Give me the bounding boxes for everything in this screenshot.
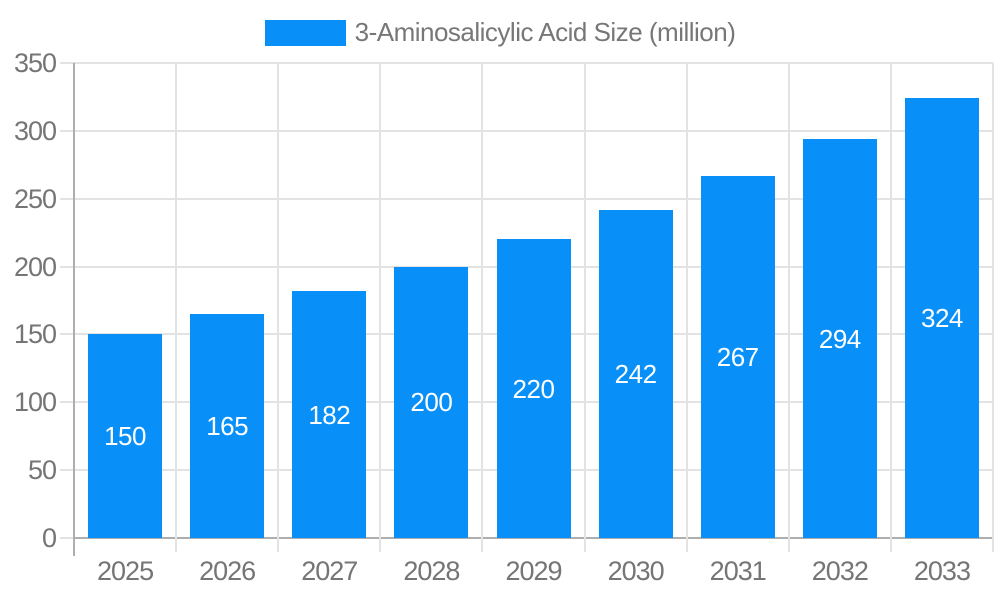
bar xyxy=(394,266,469,538)
x-axis-tick xyxy=(379,538,382,552)
gridline-horizontal xyxy=(60,197,993,200)
bar xyxy=(904,98,979,538)
y-tick-label: 200 xyxy=(13,251,57,282)
bar-value-label: 294 xyxy=(818,323,861,354)
legend-label: 3-Aminosalicylic Acid Size (million) xyxy=(354,17,736,47)
bar-value-label: 242 xyxy=(614,358,657,389)
x-tick-label: 2029 xyxy=(505,556,562,586)
bar xyxy=(190,314,265,538)
x-tick-label: 2030 xyxy=(607,556,665,586)
gridline-vertical xyxy=(277,63,280,538)
x-axis-line xyxy=(74,537,993,539)
x-axis-tick xyxy=(992,538,994,552)
y-tick-label: 300 xyxy=(13,115,57,146)
gridline-vertical xyxy=(583,63,586,538)
gridline-vertical xyxy=(992,63,994,538)
chart-legend[interactable]: 3-Aminosalicylic Acid Size (million) xyxy=(0,17,1000,48)
bar-value-label: 165 xyxy=(206,411,249,442)
y-tick-label: 100 xyxy=(13,387,57,418)
bar xyxy=(700,175,775,538)
x-axis-tick xyxy=(889,538,892,552)
gridline-vertical xyxy=(175,63,178,538)
x-axis-tick xyxy=(175,538,178,552)
bar-value-label: 324 xyxy=(920,303,963,334)
x-tick-label: 2033 xyxy=(913,556,971,586)
x-tick-label: 2026 xyxy=(199,556,256,586)
gridline-horizontal xyxy=(60,62,993,64)
x-axis-tick xyxy=(787,538,790,552)
y-tick-label: 150 xyxy=(13,319,57,350)
bar-value-label: 220 xyxy=(512,373,555,404)
bar xyxy=(802,139,877,538)
gridline-vertical xyxy=(889,63,892,538)
gridline-horizontal xyxy=(60,129,993,132)
y-tick-label: 0 xyxy=(41,523,57,553)
x-axis-tick xyxy=(277,538,280,552)
bar-value-label: 267 xyxy=(716,341,759,372)
bar xyxy=(88,334,163,538)
x-axis-tick xyxy=(481,538,484,552)
y-axis-tick xyxy=(60,537,74,539)
bar xyxy=(496,239,571,538)
x-tick-label: 2031 xyxy=(709,556,767,586)
x-tick-label: 2032 xyxy=(811,556,869,586)
gridline-vertical xyxy=(787,63,790,538)
x-axis-tick xyxy=(583,538,586,552)
bar-value-label: 150 xyxy=(104,421,146,452)
gridline-vertical xyxy=(481,63,484,538)
y-tick-label: 50 xyxy=(27,455,57,486)
x-tick-label: 2025 xyxy=(97,556,154,586)
y-tick-label: 250 xyxy=(13,183,57,214)
bar-value-label: 182 xyxy=(308,399,351,430)
bar xyxy=(598,209,673,538)
bar xyxy=(292,291,367,538)
y-tick-label: 350 xyxy=(13,48,57,78)
x-axis-tick xyxy=(685,538,688,552)
x-tick-label: 2028 xyxy=(403,556,460,586)
bar-value-label: 200 xyxy=(410,387,453,418)
gridline-vertical xyxy=(379,63,382,538)
y-axis-line xyxy=(73,63,75,556)
legend-swatch xyxy=(264,19,346,46)
x-tick-label: 2027 xyxy=(301,556,358,586)
gridline-vertical xyxy=(685,63,688,538)
